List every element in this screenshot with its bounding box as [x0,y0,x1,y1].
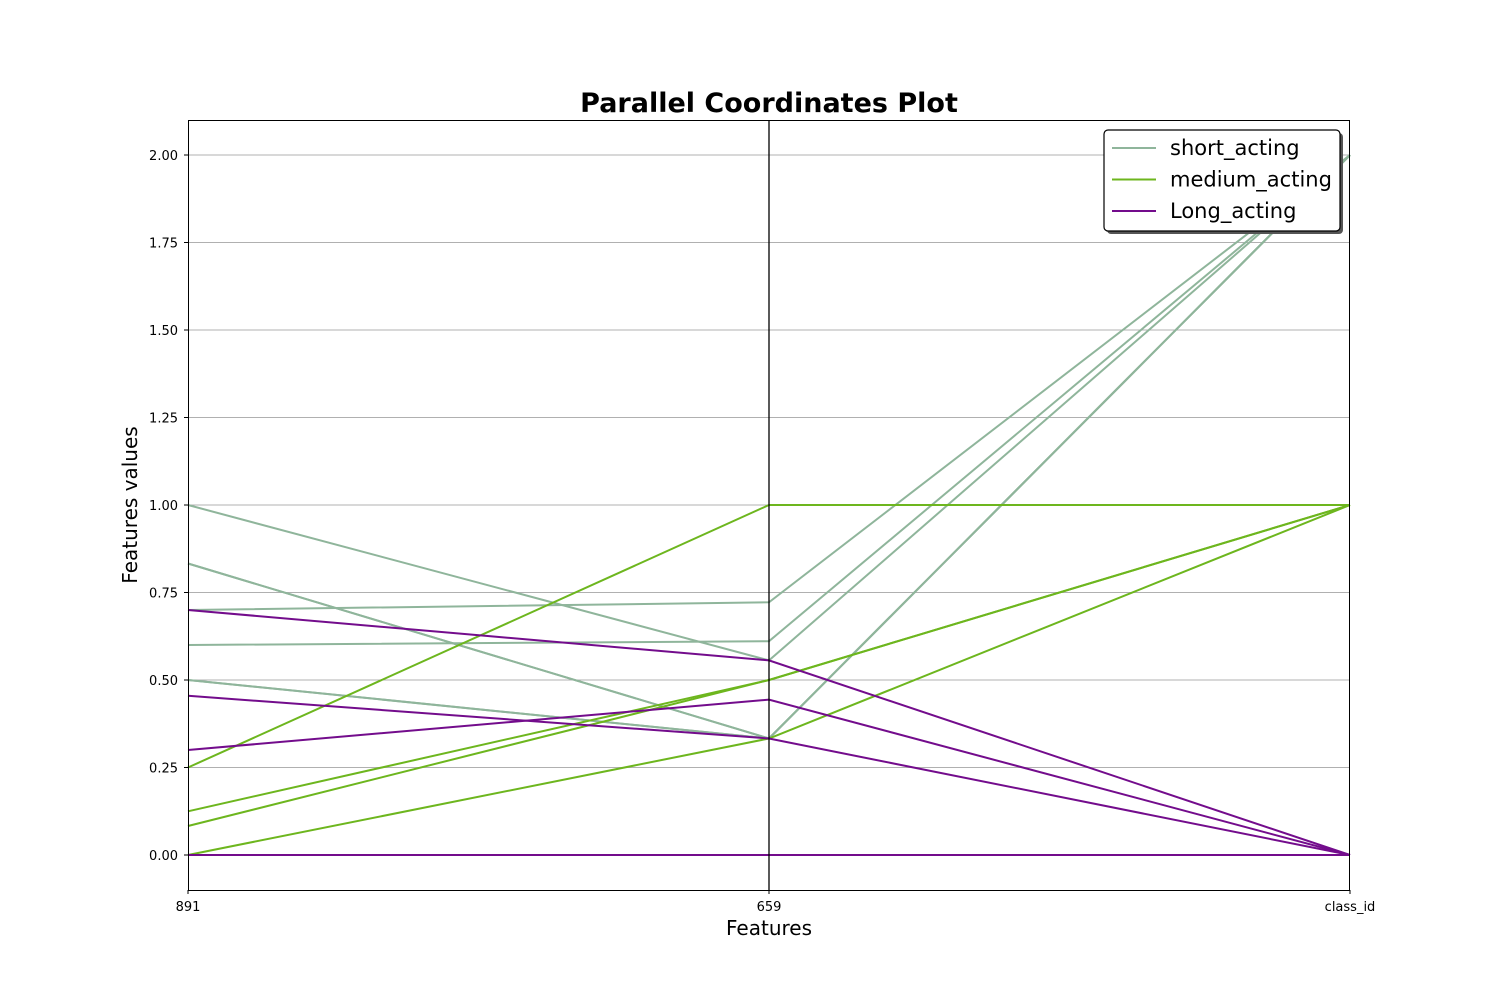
y-tick-label: 0.00 [149,849,178,864]
x-tick-label: 659 [757,900,782,915]
y-tick-label: 1.00 [149,499,178,514]
y-tick-label: 0.75 [149,587,178,602]
y-tick-label: 1.50 [149,324,178,339]
y-tick-label: 0.50 [149,674,178,689]
legend-label: Long_acting [1170,199,1296,224]
y-tick-labels: 0.00 0.25 0.50 0.75 1.00 1.25 1.50 1.75 2.00 [149,149,188,864]
legend-label: medium_acting [1170,168,1332,193]
chart-title: Parallel Coordinates Plot [580,88,958,119]
x-tick-labels: 891 659 class_id [176,890,1376,915]
y-tick-label: 2.00 [149,149,178,164]
legend-label: short_acting [1170,136,1300,161]
y-tick-label: 1.75 [149,237,178,252]
legend-box [1103,129,1341,232]
y-axis-title: Features values [118,426,142,583]
y-tick-label: 0.25 [149,762,178,777]
y-tick-label: 1.25 [149,412,178,427]
x-axis-title: Features [726,916,812,940]
legend: short_acting medium_acting Long_acting [1103,129,1343,234]
x-tick-label: 891 [176,900,201,915]
x-tick-label: class_id [1325,900,1376,915]
